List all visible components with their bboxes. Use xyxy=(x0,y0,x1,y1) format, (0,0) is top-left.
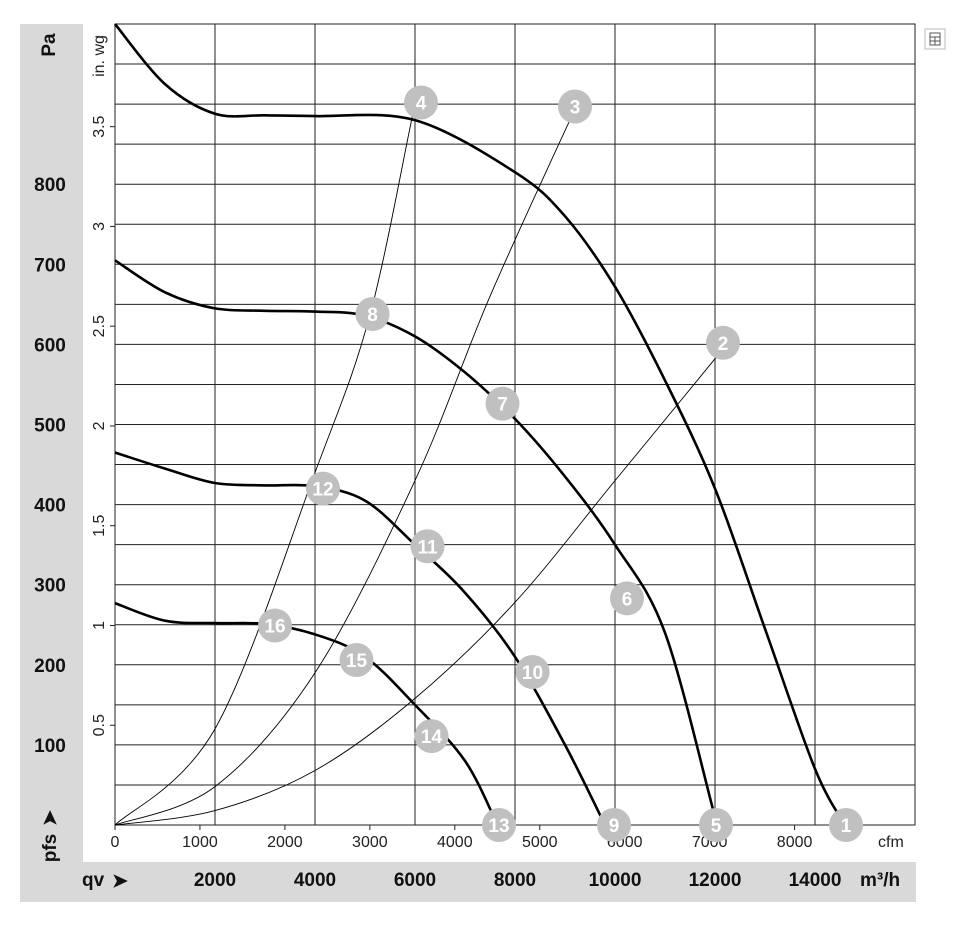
operating-point-marker xyxy=(339,642,374,677)
x-tick-label-cfm: 1000 xyxy=(182,834,218,851)
operating-point-marker xyxy=(515,655,550,690)
x-tick-label-cfm: 0 xyxy=(111,834,120,851)
operating-point-marker xyxy=(597,808,631,842)
operating-point-marker xyxy=(558,89,592,124)
operating-point-14: 14 xyxy=(414,719,449,754)
y-axis-symbol: pfs xyxy=(40,834,61,863)
y-tick-label-pa: 700 xyxy=(34,255,66,276)
operating-point-marker xyxy=(482,808,516,842)
bottom-axis-band xyxy=(20,862,916,902)
x-tick-label-m3h: 12000 xyxy=(689,870,742,891)
operating-point-7: 7 xyxy=(485,386,520,421)
operating-point-marker xyxy=(706,325,740,360)
operating-point-16: 16 xyxy=(258,608,292,643)
y-tick-label-inwg: 3 xyxy=(91,222,108,231)
x-tick-label-m3h: 2000 xyxy=(194,870,236,891)
operating-point-3: 3 xyxy=(558,89,592,124)
left-axis-band xyxy=(20,24,83,902)
y-tick-label-pa: 200 xyxy=(34,656,66,677)
y-tick-label-pa: 600 xyxy=(34,335,66,356)
operating-point-8: 8 xyxy=(355,296,390,331)
operating-point-label: 15 xyxy=(346,651,368,672)
y-tick-label-inwg: 2.5 xyxy=(91,315,108,337)
grid xyxy=(114,23,916,826)
operating-point-5: 5 xyxy=(699,808,733,842)
system-line-1 xyxy=(114,343,727,826)
operating-point-15: 15 xyxy=(339,642,374,677)
operating-point-marker xyxy=(414,719,449,754)
operating-point-9: 9 xyxy=(597,808,631,842)
x-tick-label-m3h: 6000 xyxy=(394,870,436,891)
operating-point-13: 13 xyxy=(482,808,516,842)
operating-point-label: 12 xyxy=(312,480,333,501)
y-tick-label-pa: 500 xyxy=(34,416,66,437)
operating-point-label: 2 xyxy=(718,334,729,355)
y-tick-label-inwg: 1 xyxy=(91,621,108,630)
x-tick-label-m3h: 4000 xyxy=(294,870,336,891)
operating-point-label: 8 xyxy=(367,305,378,326)
operating-point-1: 1 xyxy=(829,808,863,842)
y-axis-arrow: ➤ xyxy=(40,810,61,826)
x-tick-label-m3h: 8000 xyxy=(494,870,536,891)
operating-point-marker xyxy=(355,296,390,331)
x-tick-label-cfm: 4000 xyxy=(437,834,473,851)
operating-point-2: 2 xyxy=(706,325,740,360)
operating-point-4: 4 xyxy=(404,85,438,120)
fan-curves xyxy=(113,23,847,835)
x-secondary-unit-label: m³/h xyxy=(860,870,900,891)
fan-curve-2 xyxy=(114,259,722,835)
y-tick-label-inwg: 1.5 xyxy=(91,514,108,536)
operating-point-label: 9 xyxy=(609,816,620,837)
y-tick-label-inwg: 2 xyxy=(91,421,108,430)
y-tick-label-inwg: 3.5 xyxy=(91,115,108,137)
x-tick-label-m3h: 14000 xyxy=(789,870,842,891)
operating-point-marker xyxy=(410,529,445,564)
operating-point-11: 11 xyxy=(410,529,445,564)
y-tick-label-pa: 100 xyxy=(34,736,66,757)
operating-point-label: 13 xyxy=(488,816,509,837)
operating-point-label: 3 xyxy=(570,98,581,119)
fan-curve-4 xyxy=(114,601,499,826)
y-tick-label-pa: 800 xyxy=(34,175,66,196)
operating-point-label: 1 xyxy=(841,816,852,837)
y-primary-unit-label: in. wg xyxy=(91,35,108,77)
x-tick-label-cfm: 5000 xyxy=(522,834,558,851)
y-tick-label-pa: 300 xyxy=(34,576,66,597)
operating-point-label: 5 xyxy=(711,816,722,837)
operating-point-label: 7 xyxy=(497,395,508,416)
y-tick-label-pa: 400 xyxy=(34,496,66,517)
x-tick-label-m3h: 10000 xyxy=(589,870,642,891)
x-tick-label-cfm: 8000 xyxy=(777,834,813,851)
operating-point-label: 6 xyxy=(622,589,633,610)
operating-point-label: 14 xyxy=(421,727,443,748)
x-axis-arrow: ➤ xyxy=(112,871,128,892)
operating-point-label: 4 xyxy=(416,93,427,114)
y-tick-label-inwg: 0.5 xyxy=(91,714,108,736)
system-line-2 xyxy=(114,108,576,826)
operating-point-label: 11 xyxy=(417,537,438,558)
operating-point-label: 10 xyxy=(522,663,543,684)
operating-point-marker xyxy=(485,386,520,421)
operating-point-marker xyxy=(404,85,438,120)
x-tick-label-cfm: 3000 xyxy=(352,834,388,851)
y-secondary-unit-label: Pa xyxy=(39,33,60,57)
fan-curve-3 xyxy=(114,451,607,826)
operating-point-marker xyxy=(306,471,340,506)
expand-icon[interactable] xyxy=(924,28,946,50)
operating-point-marker xyxy=(610,581,644,616)
operating-point-marker xyxy=(829,808,863,842)
fan-curve-1 xyxy=(113,23,847,826)
operating-point-10: 10 xyxy=(515,655,550,690)
operating-point-label: 16 xyxy=(264,617,285,638)
x-axis-symbol: qv xyxy=(82,870,105,891)
operating-point-6: 6 xyxy=(610,581,644,616)
x-primary-unit-label: cfm xyxy=(878,834,904,851)
x-tick-label-cfm: 2000 xyxy=(267,834,303,851)
operating-point-marker xyxy=(699,808,733,842)
operating-point-12: 12 xyxy=(306,471,340,506)
operating-point-marker xyxy=(258,608,292,643)
